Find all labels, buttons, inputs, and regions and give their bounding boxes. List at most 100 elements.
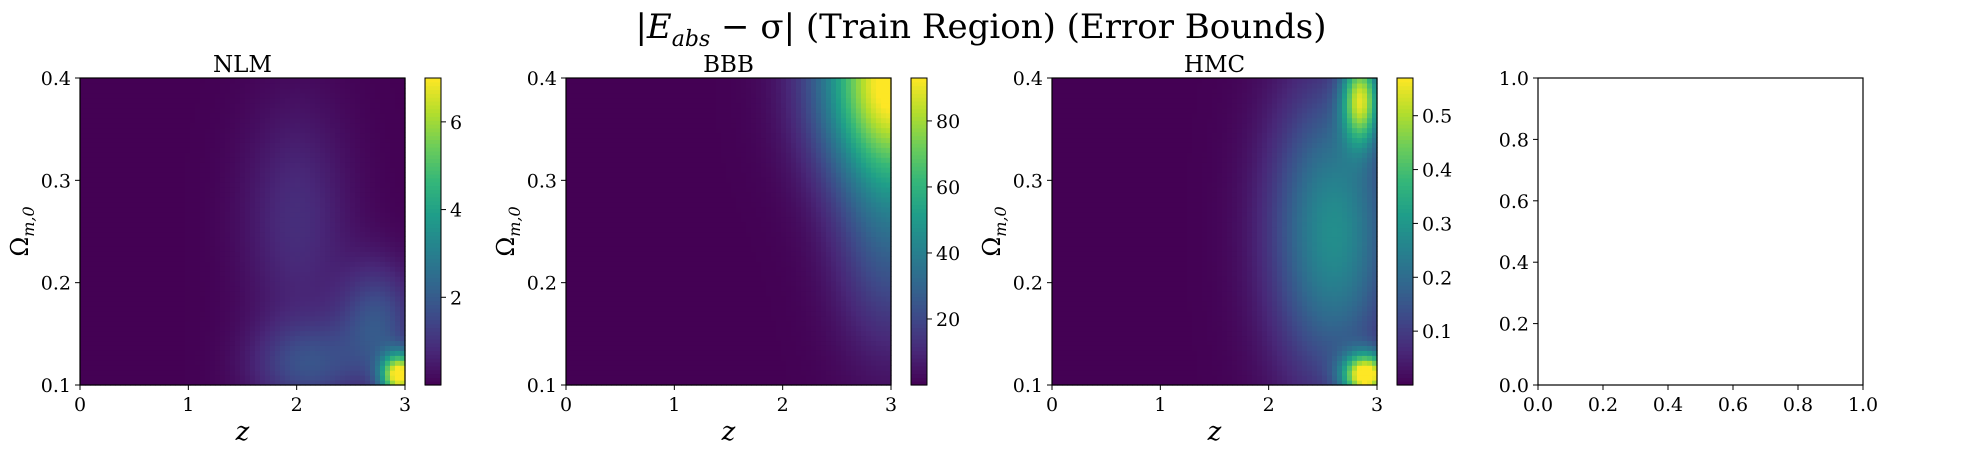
- heatmap-cell: [255, 281, 261, 287]
- heatmap-cell: [220, 365, 226, 371]
- heatmap-cell: [350, 102, 356, 109]
- heatmap-cell: [230, 330, 236, 337]
- heatmap-cell: [180, 310, 186, 317]
- heatmap-cell: [130, 216, 136, 223]
- heatmap-cell: [185, 276, 191, 282]
- heatmap-cell: [115, 295, 121, 302]
- heatmap-cell: [190, 271, 196, 277]
- heatmap-cell: [210, 256, 216, 262]
- heatmap-cell: [205, 335, 211, 342]
- heatmap-cell: [100, 295, 106, 302]
- heatmap-cell: [105, 295, 111, 302]
- heatmap-cell: [571, 370, 577, 376]
- heatmap-cell: [280, 246, 286, 252]
- heatmap-cell: [205, 152, 211, 158]
- heatmap-cell: [265, 221, 271, 228]
- heatmap-cell: [285, 365, 291, 371]
- heatmap-cell: [571, 241, 577, 247]
- heatmap-cell: [170, 211, 176, 218]
- heatmap-cell: [100, 186, 106, 193]
- heatmap-cell: [315, 107, 321, 114]
- heatmap-cell: [140, 325, 146, 332]
- heatmap-cell: [310, 281, 316, 287]
- heatmap-cell: [330, 285, 336, 292]
- heatmap-cell: [355, 231, 361, 238]
- heatmap-cell: [255, 345, 261, 351]
- heatmap-cell: [120, 345, 126, 351]
- heatmap-cell: [125, 340, 131, 346]
- heatmap-cell: [370, 380, 376, 386]
- heatmap-cell: [150, 147, 156, 153]
- heatmap-cell: [305, 380, 311, 386]
- heatmap-cell: [240, 177, 246, 183]
- heatmap-cell: [155, 370, 161, 376]
- heatmap-cell: [180, 147, 186, 153]
- heatmap-cell: [100, 320, 106, 327]
- heatmap-cell: [265, 300, 271, 307]
- heatmap-cell: [375, 186, 381, 193]
- heatmap-cell: [611, 310, 617, 317]
- heatmap-cell: [110, 370, 116, 376]
- heatmap-cell: [380, 132, 386, 139]
- heatmap-cell: [285, 102, 291, 109]
- heatmap-cell: [160, 266, 166, 272]
- heatmap-cell: [215, 315, 221, 322]
- heatmap-cell: [265, 87, 271, 94]
- heatmap-cell: [165, 295, 171, 302]
- heatmap-cell: [295, 251, 301, 257]
- heatmap-cell: [245, 127, 251, 134]
- heatmap-cell: [385, 181, 391, 188]
- heatmap-cell: [390, 157, 396, 163]
- heatmap-cell: [395, 107, 401, 114]
- heatmap-cell: [330, 127, 336, 134]
- heatmap-cell: [140, 295, 146, 302]
- heatmap-cell: [125, 162, 131, 168]
- heatmap-cell: [95, 152, 101, 158]
- heatmap-cell: [125, 365, 131, 371]
- heatmap-cell: [195, 305, 201, 312]
- heatmap-cell: [140, 350, 146, 356]
- heatmap-cell: [596, 251, 602, 257]
- heatmap-cell: [300, 102, 306, 109]
- heatmap-cell: [135, 191, 141, 198]
- heatmap-cell: [195, 330, 201, 337]
- heatmap-cell: [265, 127, 271, 134]
- heatmap-cell: [110, 271, 116, 277]
- heatmap-cell: [230, 132, 236, 139]
- heatmap-cell: [185, 78, 191, 84]
- heatmap-cell: [586, 365, 592, 371]
- heatmap-cell: [235, 325, 241, 332]
- heatmap-cell: [335, 102, 341, 109]
- heatmap-cell: [220, 310, 226, 317]
- heatmap-cell: [140, 112, 146, 119]
- heatmap-cell: [235, 112, 241, 119]
- heatmap-cell: [195, 152, 201, 158]
- heatmap-cell: [100, 261, 106, 267]
- heatmap-cell: [155, 271, 161, 277]
- heatmap-cell: [581, 251, 587, 257]
- heatmap-cell: [250, 181, 256, 188]
- heatmap-cell: [355, 305, 361, 312]
- heatmap-cell: [100, 330, 106, 337]
- heatmap-cell: [400, 82, 406, 89]
- heatmap-cell: [395, 305, 401, 312]
- heatmap-cell: [596, 78, 602, 84]
- heatmap-cell: [305, 127, 311, 134]
- heatmap-cell: [566, 78, 572, 84]
- heatmap-cell: [340, 186, 346, 193]
- heatmap-cell: [255, 256, 261, 262]
- heatmap-cell: [245, 206, 251, 213]
- heatmap-cell: [335, 152, 341, 158]
- heatmap-cell: [340, 355, 346, 361]
- heatmap-cell: [85, 276, 91, 282]
- heatmap-cell: [375, 172, 381, 178]
- heatmap-cell: [285, 78, 291, 84]
- heatmap-cell: [335, 246, 341, 252]
- heatmap-cell: [310, 181, 316, 188]
- heatmap-cell: [200, 216, 206, 223]
- heatmap-cell: [350, 295, 356, 302]
- heatmap-cell: [170, 305, 176, 312]
- heatmap-cell: [85, 231, 91, 238]
- heatmap-cell: [95, 375, 101, 381]
- heatmap-cell: [581, 355, 587, 361]
